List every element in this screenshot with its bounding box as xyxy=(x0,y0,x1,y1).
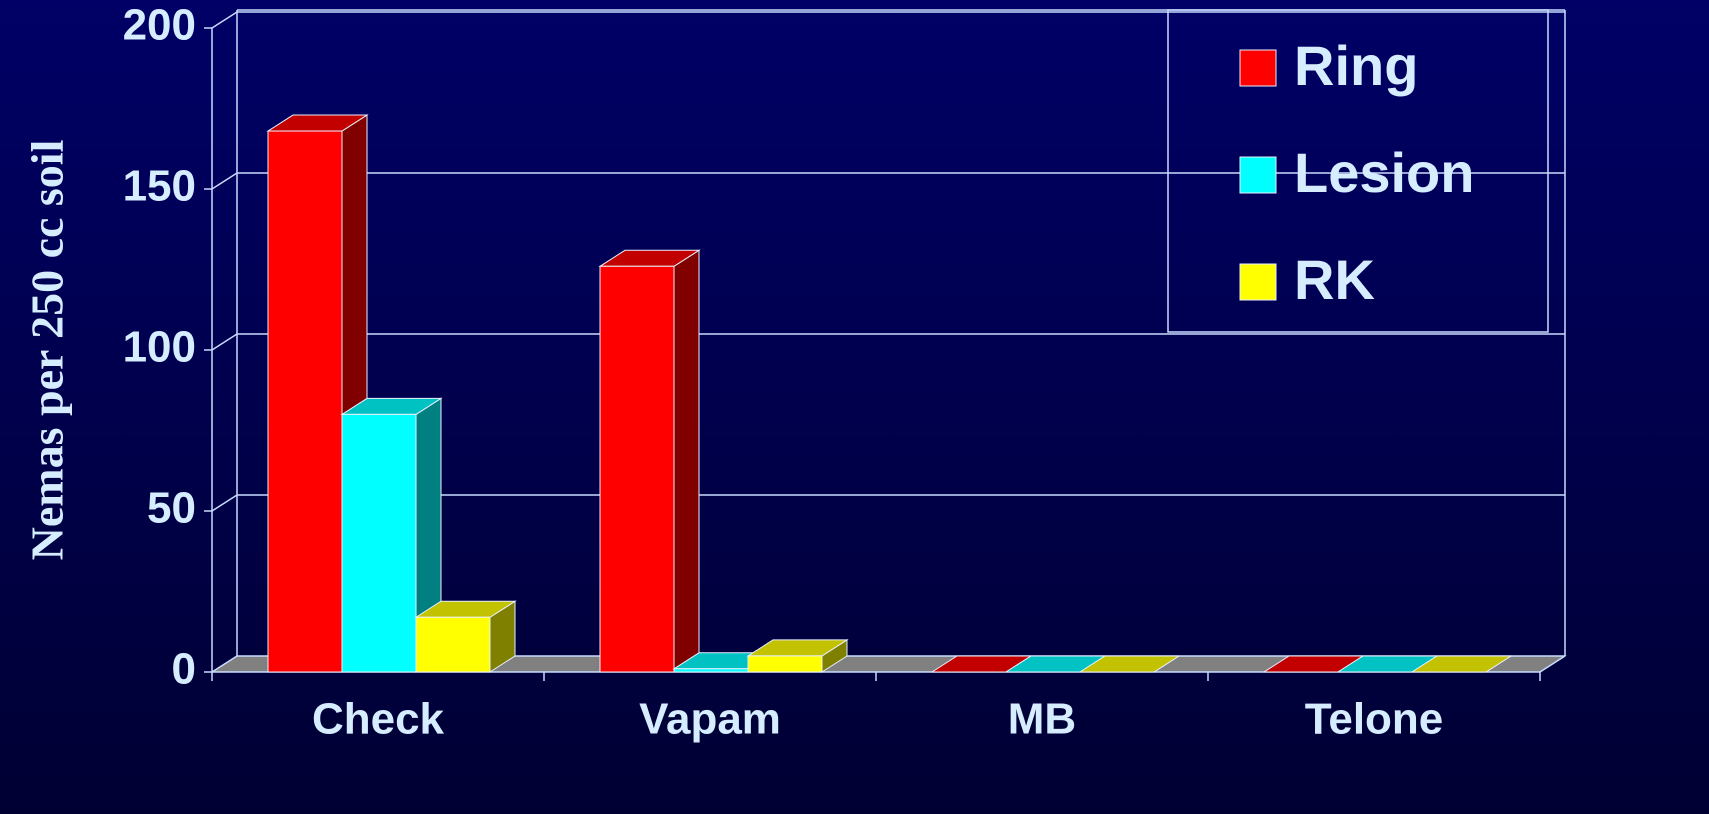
legend-label: RK xyxy=(1294,248,1375,311)
legend-label: Lesion xyxy=(1294,141,1474,204)
bar-side xyxy=(673,249,700,673)
bar-group xyxy=(340,397,443,673)
floor-right-edge xyxy=(1539,655,1566,673)
side-grid-line xyxy=(211,494,238,512)
y-axis-label: Nemas per 250 cc soil xyxy=(22,140,73,561)
side-grid-line xyxy=(211,655,238,673)
bar xyxy=(673,668,749,673)
x-tick-label: Check xyxy=(312,695,445,744)
x-tick-label: MB xyxy=(1008,695,1076,744)
bar xyxy=(267,130,343,673)
bar xyxy=(747,655,823,673)
side-grid-line xyxy=(211,333,238,351)
bar-group xyxy=(598,249,701,673)
side-grid-line xyxy=(211,172,238,190)
y-tick-label: 0 xyxy=(172,645,196,694)
y-tick-label: 100 xyxy=(123,323,196,372)
bar-group xyxy=(1078,655,1181,673)
legend-label: Ring xyxy=(1294,34,1418,97)
bar-group xyxy=(414,600,517,673)
bar-top xyxy=(1078,655,1181,673)
y-tick-label: 150 xyxy=(123,162,196,211)
bar xyxy=(415,616,491,673)
legend-swatch xyxy=(1239,263,1277,301)
legend: Ring Lesion RK xyxy=(1167,9,1549,333)
bar xyxy=(341,413,417,673)
bar-group xyxy=(746,638,849,673)
bar-top xyxy=(1410,655,1513,673)
legend-swatch xyxy=(1239,49,1277,87)
y-tick-label: 50 xyxy=(147,484,196,533)
legend-box xyxy=(1167,9,1549,333)
side-grid-line xyxy=(211,11,238,29)
bar xyxy=(599,265,675,673)
x-tick-label: Vapam xyxy=(639,695,781,744)
x-tick-label: Telone xyxy=(1305,695,1444,744)
legend-swatch xyxy=(1239,156,1277,194)
bar-group xyxy=(1410,655,1513,673)
y-tick-label: 200 xyxy=(123,1,196,50)
